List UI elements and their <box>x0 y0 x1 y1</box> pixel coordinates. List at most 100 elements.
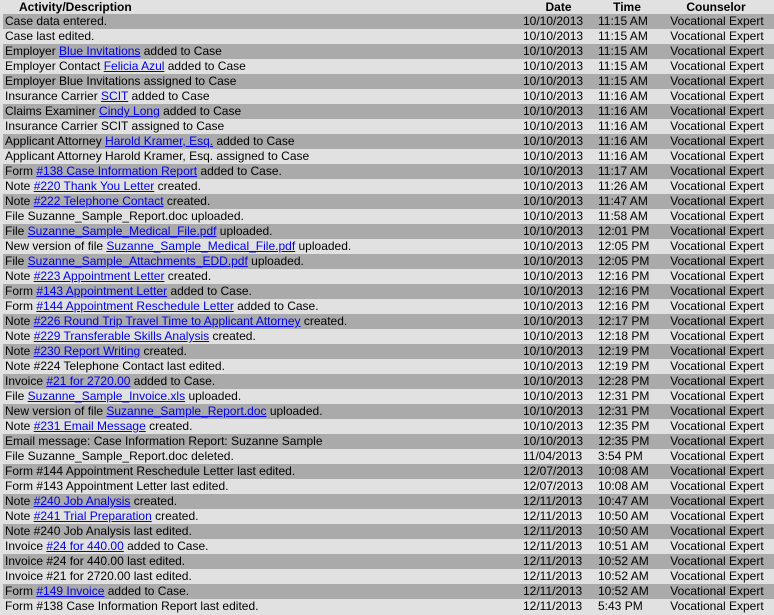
time-cell: 12:17 PM <box>596 314 658 329</box>
activity-text-suffix: created. <box>145 419 193 433</box>
time-cell: 12:05 PM <box>596 239 658 254</box>
counselor-cell: Vocational Expert <box>658 329 774 344</box>
activity-text: Note <box>5 494 34 508</box>
counselor-cell: Vocational Expert <box>658 74 774 89</box>
date-cell: 10/10/2013 <box>521 164 596 179</box>
time-cell: 10:08 AM <box>596 464 658 479</box>
activity-text-suffix: created. <box>130 494 178 508</box>
activity-text: Email message: Case Information Report: … <box>5 434 323 448</box>
activity-link[interactable]: Harold Kramer, Esq. <box>105 134 214 148</box>
table-row: Applicant Attorney Harold Kramer, Esq. a… <box>3 134 774 149</box>
activity-link[interactable]: #149 Invoice <box>36 584 105 598</box>
counselor-cell: Vocational Expert <box>658 299 774 314</box>
activity-link[interactable]: #220 Thank You Letter <box>33 179 155 193</box>
activity-link[interactable]: Suzanne_Sample_Report.doc <box>106 404 267 418</box>
date-cell: 10/10/2013 <box>521 74 596 89</box>
counselor-cell: Vocational Expert <box>658 389 774 404</box>
activity-link[interactable]: #226 Round Trip Travel Time to Applicant… <box>33 314 301 328</box>
date-cell: 10/10/2013 <box>521 329 596 344</box>
date-cell: 10/10/2013 <box>521 44 596 59</box>
table-row: Invoice #21 for 2720.00 added to Case. 10… <box>3 374 774 389</box>
counselor-cell: Vocational Expert <box>658 404 774 419</box>
counselor-cell: Vocational Expert <box>658 44 774 59</box>
activity-cell: Case last edited. <box>3 29 521 44</box>
activity-cell: Note #241 Trial Preparation created. <box>3 509 521 524</box>
activity-link[interactable]: #222 Telephone Contact <box>33 194 164 208</box>
activity-text: Note <box>5 329 34 343</box>
activity-link[interactable]: Suzanne_Sample_Invoice.xls <box>27 389 186 403</box>
activity-link[interactable]: #230 Report Writing <box>33 344 141 358</box>
activity-cell: Note #222 Telephone Contact created. <box>3 194 521 209</box>
activity-cell: Applicant Attorney Harold Kramer, Esq. a… <box>3 149 521 164</box>
header-activity[interactable]: Activity/Description <box>19 0 132 14</box>
activity-link[interactable]: Suzanne_Sample_Medical_File.pdf <box>27 224 217 238</box>
activity-cell: Invoice #21 for 2720.00 last edited. <box>3 569 521 584</box>
date-cell: 10/10/2013 <box>521 239 596 254</box>
activity-link[interactable]: Cindy Long <box>99 104 160 118</box>
activity-link[interactable]: Blue Invitations <box>59 44 141 58</box>
time-cell: 11:15 AM <box>596 14 658 29</box>
activity-link[interactable]: #21 for 2720.00 <box>46 374 131 388</box>
counselor-cell: Vocational Expert <box>658 269 774 284</box>
activity-link[interactable]: #231 Email Message <box>33 419 146 433</box>
activity-link[interactable]: #229 Transferable Skills Analysis <box>33 329 210 343</box>
counselor-cell: Vocational Expert <box>658 119 774 134</box>
activity-text-suffix: created. <box>154 179 201 193</box>
counselor-cell: Vocational Expert <box>658 284 774 299</box>
activity-text: Employer <box>5 44 60 58</box>
activity-link[interactable]: #143 Appointment Letter <box>36 284 168 298</box>
time-cell: 11:15 AM <box>596 59 658 74</box>
date-cell: 10/10/2013 <box>521 254 596 269</box>
table-row: Insurance Carrier SCIT assigned to Case 1… <box>3 119 774 134</box>
time-cell: 12:16 PM <box>596 299 658 314</box>
time-cell: 11:17 AM <box>596 164 658 179</box>
counselor-cell: Vocational Expert <box>658 479 774 494</box>
date-cell: 12/11/2013 <box>521 584 596 599</box>
header-time[interactable]: Time <box>613 0 641 14</box>
activity-text: Note <box>5 314 34 328</box>
counselor-cell: Vocational Expert <box>658 374 774 389</box>
header-date[interactable]: Date <box>545 0 572 14</box>
time-cell: 12:19 PM <box>596 344 658 359</box>
activity-text-suffix: added to Case <box>164 59 246 73</box>
activity-link[interactable]: #223 Appointment Letter <box>33 269 165 283</box>
activity-text-suffix: added to Case. <box>167 284 252 298</box>
activity-link[interactable]: #138 Case Information Report <box>36 164 198 178</box>
date-cell: 12/07/2013 <box>521 479 596 494</box>
activity-text-suffix: created. <box>140 344 187 358</box>
table-row: Employer Blue Invitations assigned to Ca… <box>3 74 774 89</box>
counselor-cell: Vocational Expert <box>658 239 774 254</box>
activity-link[interactable]: Felicia Azul <box>103 59 165 73</box>
activity-cell: Claims Examiner Cindy Long added to Case <box>3 104 521 119</box>
activity-link[interactable]: SCIT <box>101 89 129 103</box>
activity-text-suffix: added to Case. <box>233 299 319 313</box>
activity-link[interactable]: Suzanne_Sample_Medical_File.pdf <box>106 239 296 253</box>
date-cell: 10/10/2013 <box>521 14 596 29</box>
activity-text: Note <box>5 509 34 523</box>
activity-cell: File Suzanne_Sample_Report.doc uploaded. <box>3 209 521 224</box>
table-row: Applicant Attorney Harold Kramer, Esq. a… <box>3 149 774 164</box>
date-cell: 12/11/2013 <box>521 509 596 524</box>
table-row: File Suzanne_Sample_Report.doc deleted. 1… <box>3 449 774 464</box>
table-row: Note #230 Report Writing created. 10/10/2… <box>3 344 774 359</box>
table-row: Note #222 Telephone Contact created. 10/1… <box>3 194 774 209</box>
activity-cell: Note #223 Appointment Letter created. <box>3 269 521 284</box>
time-cell: 11:15 AM <box>596 74 658 89</box>
activity-text-suffix: uploaded. <box>216 224 273 238</box>
activity-cell: File Suzanne_Sample_Report.doc deleted. <box>3 449 521 464</box>
activity-link[interactable]: #144 Appointment Reschedule Letter <box>36 299 234 313</box>
time-cell: 11:16 AM <box>596 134 658 149</box>
activity-text-suffix: created. <box>300 314 348 328</box>
header-counselor[interactable]: Counselor <box>686 0 746 14</box>
activity-text: Form <box>5 584 37 598</box>
activity-link[interactable]: #241 Trial Preparation <box>33 509 152 523</box>
activity-cell: Note #220 Thank You Letter created. <box>3 179 521 194</box>
table-row: Form #143 Appointment Letter last edited… <box>3 479 774 494</box>
activity-text-suffix: added to Case. <box>197 164 282 178</box>
table-row: Note #240 Job Analysis last edited. 12/11… <box>3 524 774 539</box>
time-cell: 5:43 PM <box>596 599 658 614</box>
activity-link[interactable]: Suzanne_Sample_Attachments_EDD.pdf <box>27 254 248 268</box>
activity-text-suffix: created. <box>209 329 256 343</box>
activity-link[interactable]: #24 for 440.00 <box>46 539 124 553</box>
activity-link[interactable]: #240 Job Analysis <box>33 494 131 508</box>
